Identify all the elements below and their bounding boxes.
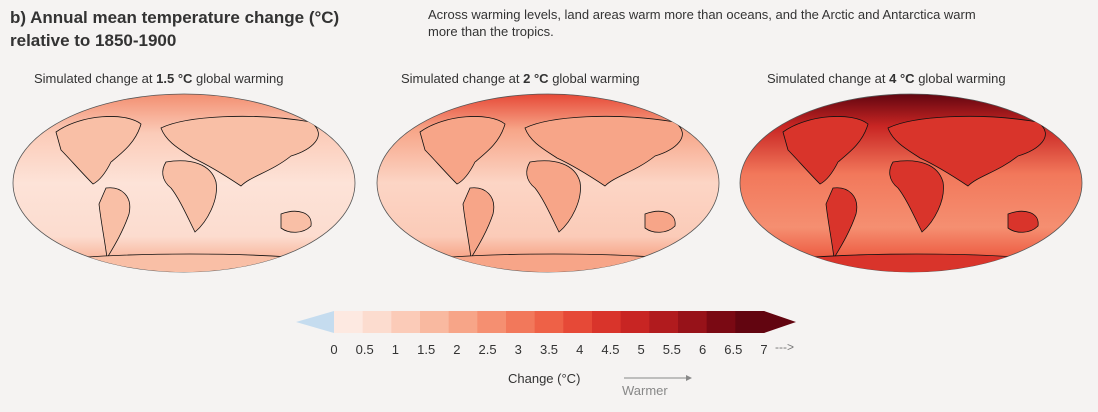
colorbar-tick-label: 5.5 [662,342,681,357]
colorbar-cell [620,311,650,333]
caption-suffix: global warming [914,71,1006,86]
colorbar-tick-label: 3 [514,342,522,357]
warmer-label: Warmer [622,383,668,398]
colorbar-cell [534,311,564,333]
colorbar-tick-label: 1 [391,342,400,357]
caption-suffix: global warming [192,71,284,86]
colorbar-tick-label: 3.5 [539,342,559,357]
colorbar-cell [506,311,536,333]
colorbar-tick-label: 6.5 [724,342,743,357]
colorbar-tick-label: 0 [330,342,338,357]
caption-prefix: Simulated change at [34,71,157,86]
colorbar-tick-label: 7 [760,342,768,357]
colorbar-cell [592,311,622,333]
colorbar-cell [362,311,392,333]
panel-caption-2: Simulated change at 2 °C global warming [401,71,640,86]
caption-level: 2 °C [523,71,549,86]
colorbar-tick-label: 2 [453,342,461,357]
colorbar-cell [448,311,478,333]
colorbar-tick-label: 6 [698,342,707,357]
colorbar-tick-label: 4 [576,342,584,357]
colorbar-tick-label: 1.5 [417,342,436,357]
colorbar-cell [391,311,421,333]
world-map-4 [739,93,1083,273]
panel-caption-4: Simulated change at 4 °C global warming [767,71,1006,86]
caption-level: 1.5 °C [156,71,193,86]
colorbar-tick-label: 5 [637,342,645,357]
colorbar-cell [420,311,450,333]
world-map-2 [376,93,720,273]
colorbar-cell [563,311,593,333]
colorbar-cell [334,311,364,333]
colorbar-below-zero-triangle [296,311,334,333]
caption-level: 4 °C [889,71,915,86]
colorbar-tick-label: 4.5 [601,342,620,357]
colorbar-cell [735,311,765,333]
world-map-1-5 [12,93,356,273]
colorbar-tick-label: 0.5 [355,342,374,357]
warmer-arrow-head [686,375,692,381]
colorbar-cell [477,311,507,333]
caption-prefix: Simulated change at [767,71,890,86]
figure-subtitle: Across warming levels, land areas warm m… [428,7,976,39]
colorbar-cell [649,311,679,333]
colorbar-above-max-triangle [764,311,796,333]
colorbar-title: Change (°C) [508,371,581,386]
colorbar-more-arrow: ---> [775,340,794,354]
colorbar-cell [678,311,708,333]
colorbar-tick-label: 2.5 [478,342,497,357]
colorbar-cell [706,311,736,333]
panel-caption-1-5: Simulated change at 1.5 °C global warmin… [34,71,283,86]
caption-suffix: global warming [548,71,640,86]
caption-prefix: Simulated change at [401,71,524,86]
figure-title: b) Annual mean temperature change (°C) r… [10,8,340,50]
